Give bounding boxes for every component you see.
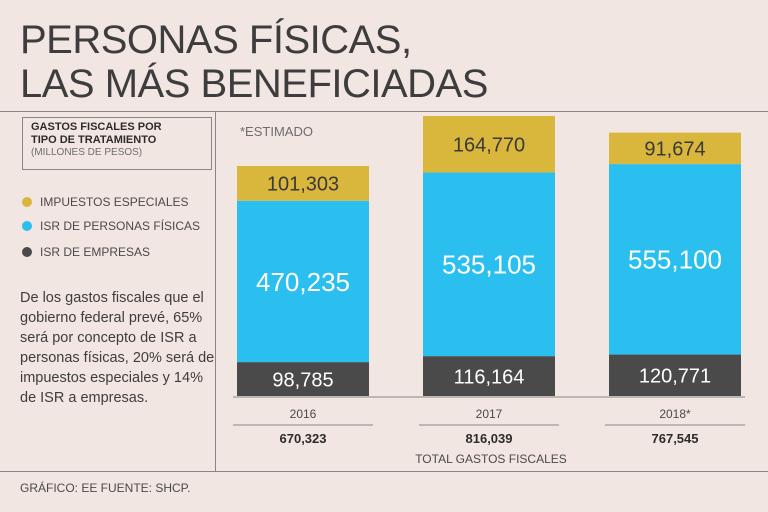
total-value-2017: 816,039 [466,431,513,446]
bar-label-2017-segment-0: 116,164 [454,366,525,388]
bar-2017-segment-2 [423,116,555,173]
subtitle-heading-2: TIPO DE TRATAMIENTO [31,134,157,146]
bar-2017-segment-1 [423,172,555,357]
legend-label-impuestos: IMPUESTOS ESPECIALES [40,195,189,209]
bar-2017-segment-0 [423,356,555,396]
bar-2016-segment-1 [237,200,369,363]
bar-label-2017-segment-2: 164,770 [453,134,525,156]
vertical-divider [215,111,216,471]
subtitle-units: (MILLONES DE PESOS) [31,147,143,158]
description-paragraph: De los gastos fiscales que el gobierno f… [20,290,215,406]
legend-item-empresas: ISR DE EMPRESAS [22,245,150,259]
bar-2016-segment-2 [237,165,369,201]
x-tick-label-2016: 2016 [290,407,317,421]
legend-label-empresas: ISR DE EMPRESAS [40,245,151,259]
legend-dot-impuestos [22,197,32,207]
subtitle-heading-1: GASTOS FISCALES POR [31,121,162,133]
bottom-divider [0,471,768,472]
x-tick-label-2018: 2018* [659,407,691,421]
bar-label-2016-segment-0: 98,785 [272,369,333,391]
title-line-1: PERSONAS FÍSICAS, [20,18,412,62]
x-tick-label-2017: 2017 [476,407,503,421]
source-credit: GRÁFICO: EE FUENTE: SHCP. [20,481,191,495]
chart-title: PERSONAS FÍSICAS, LAS MÁS BENEFICIADAS [20,18,740,106]
legend-item-personas: ISR DE PERSONAS FÍSICAS [22,219,200,233]
bar-2018-segment-0 [609,354,741,396]
subtitle-box: GASTOS FISCALES POR TIPO DE TRATAMIENTO … [22,117,212,170]
bar-label-2018-segment-1: 555,100 [628,245,722,275]
totals-axis-label: TOTAL GASTOS FISCALES [415,452,567,466]
bar-2016-segment-0 [237,362,369,396]
bar-2018-segment-1 [609,164,741,355]
legend-dot-personas [22,221,32,231]
bar-label-2016-segment-2: 101,303 [267,174,339,196]
top-divider [0,111,768,112]
total-value-2018: 767,545 [652,431,699,446]
total-value-2016: 670,323 [280,431,327,446]
bar-2018-segment-2 [609,132,741,165]
bar-label-2017-segment-1: 535,105 [442,250,536,280]
legend-item-impuestos: IMPUESTOS ESPECIALES [22,195,189,209]
legend-label-personas: ISR DE PERSONAS FÍSICAS [40,219,201,233]
bar-label-2018-segment-0: 120,771 [639,365,711,387]
estimate-note: *ESTIMADO [240,124,313,139]
legend-dot-empresas [22,247,32,257]
title-line-2: LAS MÁS BENEFICIADAS [20,62,488,106]
bar-label-2018-segment-2: 91,674 [644,139,705,161]
bar-label-2016-segment-1: 470,235 [256,267,350,297]
